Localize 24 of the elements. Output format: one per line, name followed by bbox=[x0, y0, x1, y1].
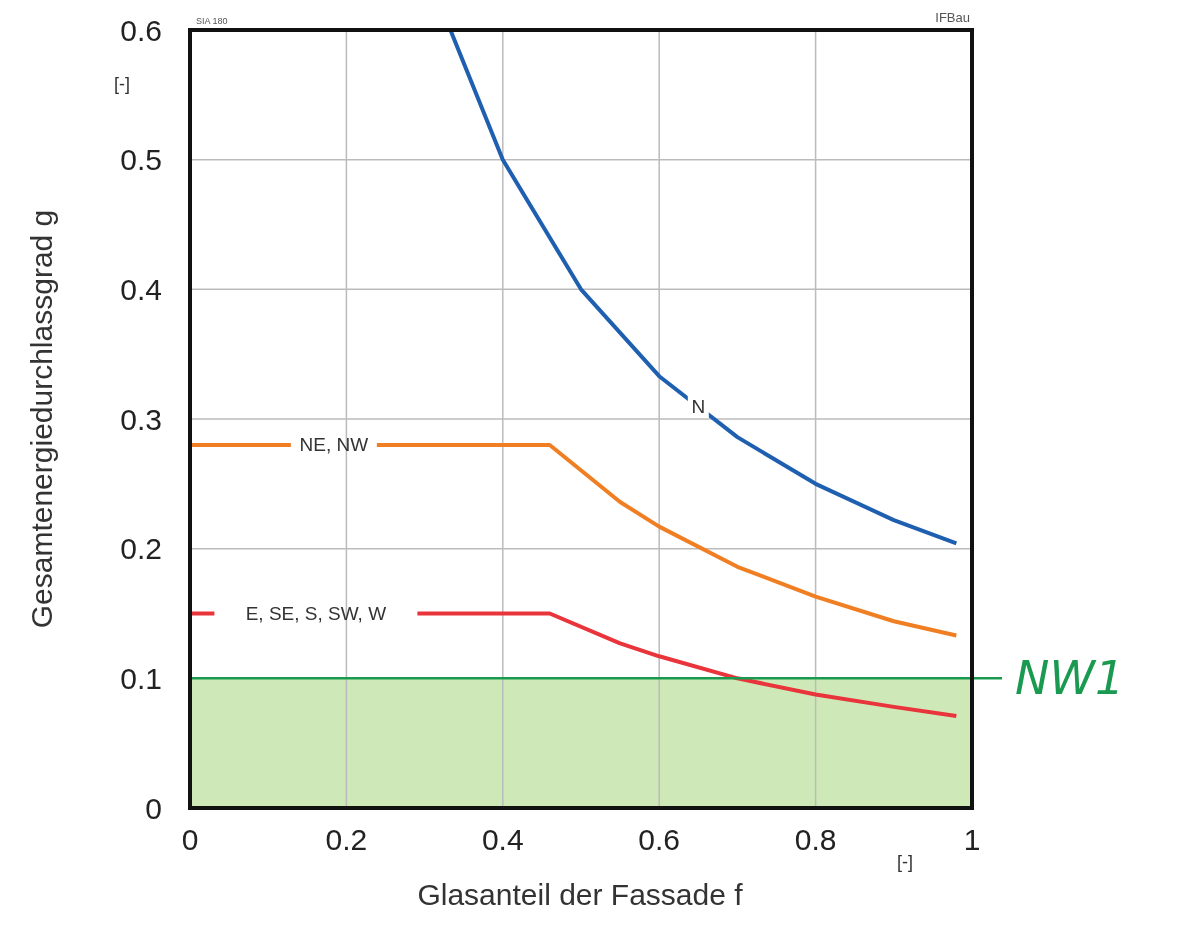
x-axis-title: Glasanteil der Fassade f bbox=[417, 878, 744, 911]
text: SIA 180 bbox=[196, 16, 228, 26]
y-axis-title: Gesamtenergiedurchlassgrad g bbox=[25, 209, 58, 629]
y-tick-label: 0.4 bbox=[120, 272, 162, 306]
ref-line-label: NW1 bbox=[1015, 651, 1125, 706]
text: [-] bbox=[897, 852, 913, 872]
x-tick-label: 0.8 bbox=[794, 823, 837, 856]
y-tick-label: 0.5 bbox=[120, 143, 162, 177]
y-tick-label: 0 bbox=[145, 791, 162, 825]
x-tick-label: 1 bbox=[963, 823, 981, 856]
x-tick-label: 0.4 bbox=[481, 823, 524, 856]
x-tick-label: 0 bbox=[181, 823, 199, 856]
y-tick-label: 0.2 bbox=[120, 532, 162, 566]
y-tick-label: 0.6 bbox=[120, 13, 162, 47]
series-label: N bbox=[691, 396, 706, 418]
x-tick-label: 0.2 bbox=[325, 823, 368, 856]
x-tick-label: 0.6 bbox=[638, 823, 681, 856]
line-series bbox=[448, 30, 959, 546]
y-tick-label: 0.1 bbox=[120, 661, 162, 695]
text: [-] bbox=[114, 74, 130, 94]
series-label: NE, NW bbox=[299, 434, 369, 456]
text: IFBau bbox=[935, 10, 970, 25]
series-label: E, SE, S, SW, W bbox=[245, 603, 387, 624]
y-tick-label: 0.3 bbox=[120, 402, 162, 436]
